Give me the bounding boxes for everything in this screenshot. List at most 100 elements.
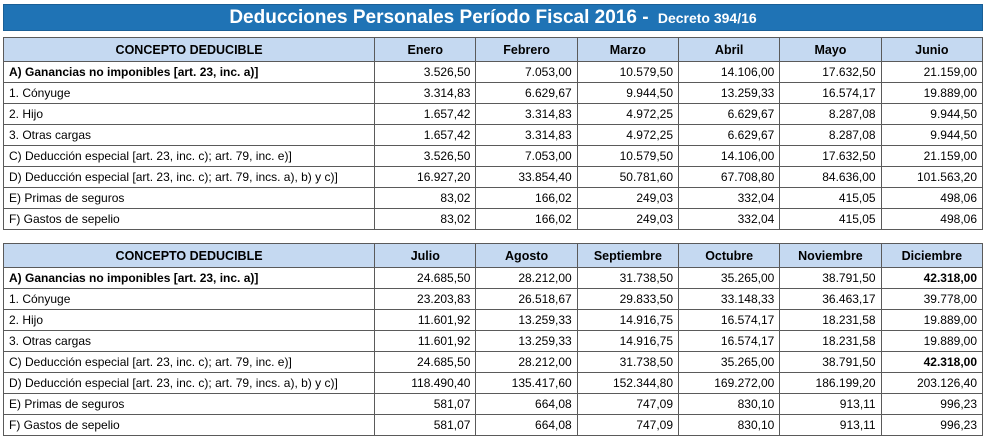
month-header: Junio [880, 37, 984, 62]
amount-cell: 11.601,92 [374, 330, 477, 352]
amount-cell: 31.738,50 [576, 267, 680, 289]
amount-cell: 42.318,00 [880, 267, 984, 289]
amount-cell: 498,06 [880, 187, 984, 209]
amount-cell: 6.629,67 [678, 103, 781, 125]
amount-cell: 16.574,17 [779, 82, 882, 104]
deductions-table-jul-dec: CONCEPTO DEDUCIBLE Julio Agosto Septiemb… [2, 243, 984, 436]
amount-cell: 13.259,33 [475, 330, 578, 352]
amount-cell: 581,07 [374, 414, 477, 436]
amount-cell: 16.927,20 [374, 166, 477, 188]
amount-cell: 3.526,50 [374, 145, 477, 167]
concept-label: 3. Otras cargas [2, 124, 376, 146]
amount-cell: 10.579,50 [576, 61, 680, 83]
amount-cell: 18.231,58 [779, 309, 882, 331]
amount-cell: 24.685,50 [374, 267, 477, 289]
amount-cell: 83,02 [374, 187, 477, 209]
amount-cell: 166,02 [475, 187, 578, 209]
table-row: A) Ganancias no imponibles [art. 23, inc… [2, 61, 984, 83]
deductions-table-jan-jun: CONCEPTO DEDUCIBLE Enero Febrero Marzo A… [2, 37, 984, 230]
concept-label: A) Ganancias no imponibles [art. 23, inc… [2, 267, 376, 289]
amount-cell: 186.199,20 [779, 372, 882, 394]
amount-cell: 6.629,67 [475, 82, 578, 104]
amount-cell: 8.287,08 [779, 103, 882, 125]
table1-body: A) Ganancias no imponibles [art. 23, inc… [2, 61, 984, 230]
amount-cell: 9.944,50 [880, 124, 984, 146]
amount-cell: 13.259,33 [678, 82, 781, 104]
amount-cell: 17.632,50 [779, 61, 882, 83]
month-header: Abril [678, 37, 781, 62]
month-header: Julio [374, 243, 477, 268]
table-row: 2. Hijo 11.601,92 13.259,33 14.916,75 16.574… [2, 309, 984, 331]
title-decree: Decreto 394/16 [657, 10, 757, 26]
table-row: C) Deducción especial [art. 23, inc. c);… [2, 145, 984, 167]
amount-cell: 664,08 [475, 414, 578, 436]
amount-cell: 747,09 [576, 393, 680, 415]
concept-label: C) Deducción especial [art. 23, inc. c);… [2, 351, 376, 373]
concept-label: D) Deducción especial [art. 23, inc. c);… [2, 372, 376, 394]
amount-cell: 38.791,50 [779, 267, 882, 289]
amount-cell: 33.148,33 [678, 288, 781, 310]
concept-header: CONCEPTO DEDUCIBLE [2, 37, 376, 62]
table-row: D) Deducción especial [art. 23, inc. c);… [2, 372, 984, 394]
amount-cell: 36.463,17 [779, 288, 882, 310]
amount-cell: 14.106,00 [678, 145, 781, 167]
amount-cell: 9.944,50 [880, 103, 984, 125]
amount-cell: 913,11 [779, 393, 882, 415]
amount-cell: 249,03 [576, 187, 680, 209]
amount-cell: 3.314,83 [475, 124, 578, 146]
amount-cell: 19.889,00 [880, 309, 984, 331]
amount-cell: 19.889,00 [880, 82, 984, 104]
amount-cell: 14.916,75 [576, 309, 680, 331]
amount-cell: 203.126,40 [880, 372, 984, 394]
amount-cell: 16.574,17 [678, 330, 781, 352]
amount-cell: 996,23 [880, 414, 984, 436]
table-row: 1. Cónyuge 23.203,83 26.518,67 29.833,50 33.… [2, 288, 984, 310]
amount-cell: 830,10 [678, 393, 781, 415]
concept-label: 1. Cónyuge [2, 82, 376, 104]
amount-cell: 14.106,00 [678, 61, 781, 83]
amount-cell: 31.738,50 [576, 351, 680, 373]
amount-cell: 7.053,00 [475, 145, 578, 167]
month-header: Septiembre [576, 243, 680, 268]
table-row: 1. Cónyuge 3.314,83 6.629,67 9.944,50 13.259… [2, 82, 984, 104]
amount-cell: 28.212,00 [475, 267, 578, 289]
table-row: A) Ganancias no imponibles [art. 23, inc… [2, 267, 984, 289]
month-header: Octubre [678, 243, 781, 268]
table-row: 3. Otras cargas 1.657,42 3.314,83 4.972,25 6… [2, 124, 984, 146]
amount-cell: 415,05 [779, 208, 882, 230]
month-header: Diciembre [880, 243, 984, 268]
amount-cell: 50.781,60 [576, 166, 680, 188]
amount-cell: 135.417,60 [475, 372, 578, 394]
amount-cell: 67.708,80 [678, 166, 781, 188]
amount-cell: 101.563,20 [880, 166, 984, 188]
amount-cell: 24.685,50 [374, 351, 477, 373]
amount-cell: 17.632,50 [779, 145, 882, 167]
concept-header: CONCEPTO DEDUCIBLE [2, 243, 376, 268]
amount-cell: 332,04 [678, 208, 781, 230]
concept-label: 3. Otras cargas [2, 330, 376, 352]
amount-cell: 8.287,08 [779, 124, 882, 146]
month-header: Febrero [475, 37, 578, 62]
amount-cell: 9.944,50 [576, 82, 680, 104]
amount-cell: 747,09 [576, 414, 680, 436]
concept-label: C) Deducción especial [art. 23, inc. c);… [2, 145, 376, 167]
table-row: F) Gastos de sepelio 83,02 166,02 249,03 332… [2, 208, 984, 230]
amount-cell: 3.526,50 [374, 61, 477, 83]
amount-cell: 996,23 [880, 393, 984, 415]
month-header: Noviembre [779, 243, 882, 268]
table-row: C) Deducción especial [art. 23, inc. c);… [2, 351, 984, 373]
table2-body: A) Ganancias no imponibles [art. 23, inc… [2, 267, 984, 436]
amount-cell: 249,03 [576, 208, 680, 230]
month-header: Enero [374, 37, 477, 62]
amount-cell: 18.231,58 [779, 330, 882, 352]
amount-cell: 35.265,00 [678, 267, 781, 289]
month-header: Agosto [475, 243, 578, 268]
amount-cell: 38.791,50 [779, 351, 882, 373]
concept-label: A) Ganancias no imponibles [art. 23, inc… [2, 61, 376, 83]
concept-label: F) Gastos de sepelio [2, 414, 376, 436]
amount-cell: 3.314,83 [475, 103, 578, 125]
amount-cell: 39.778,00 [880, 288, 984, 310]
amount-cell: 169.272,00 [678, 372, 781, 394]
table-row: D) Deducción especial [art. 23, inc. c);… [2, 166, 984, 188]
amount-cell: 21.159,00 [880, 61, 984, 83]
